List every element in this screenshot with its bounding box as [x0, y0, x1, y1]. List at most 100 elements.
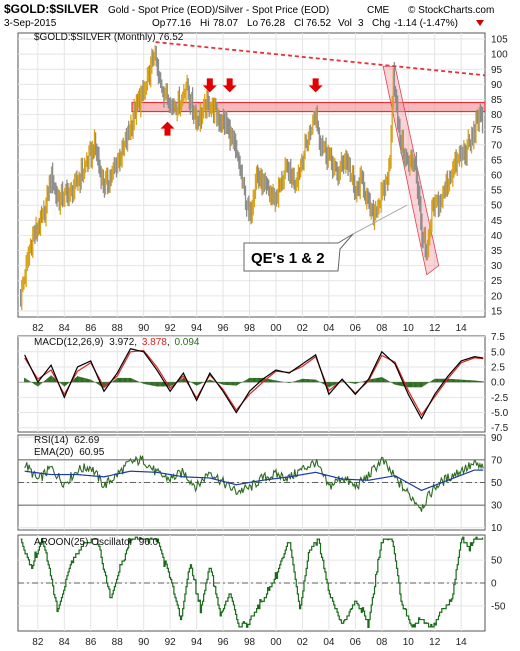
macd-histogram-bar — [387, 380, 390, 383]
y-tick-label: 80 — [491, 110, 503, 121]
macd-histogram-bar — [31, 382, 33, 383]
macd-histogram-bar — [451, 379, 454, 383]
chart-date: 3-Sep-2015 — [4, 18, 57, 29]
x-tick-label: 14 — [456, 323, 468, 334]
macd-histogram-bar — [357, 382, 359, 384]
y-tick-label: 85 — [491, 95, 503, 106]
macd-histogram-bar — [307, 379, 309, 383]
x-tick-label: 04 — [323, 637, 335, 648]
macd-histogram-bar — [375, 378, 377, 383]
macd-histogram-bar — [212, 380, 214, 383]
macd-histogram-bar — [299, 379, 301, 383]
resistance-trendline — [155, 41, 486, 77]
macd-histogram-bar — [363, 381, 365, 383]
macd-histogram-bar — [218, 382, 220, 384]
macd-histogram-bar — [97, 382, 100, 385]
macd-histogram-bar — [117, 377, 119, 383]
macd-histogram-bar — [328, 382, 330, 388]
high-value: 78.07 — [213, 18, 238, 29]
macd-histogram-bar — [231, 382, 233, 386]
macd-histogram-bar — [211, 380, 213, 383]
price-legend: $GOLD:$SILVER (Monthly) 76.52 — [34, 32, 184, 43]
macd-histogram-bar — [59, 382, 61, 383]
macd-histogram-bar — [388, 381, 391, 383]
macd-histogram-bar — [275, 380, 277, 383]
y-tick-label: 7.5 — [491, 332, 505, 343]
macd-histogram-bar — [449, 378, 451, 383]
macd-histogram-bar — [296, 380, 298, 383]
macd-histogram-bar — [46, 379, 48, 383]
macd-histogram-bar — [248, 377, 251, 383]
qe-callout: QE's 1 & 2 — [243, 233, 354, 272]
macd-histogram-bar — [96, 382, 99, 384]
macd-histogram-bar — [471, 380, 473, 383]
macd-histogram-bar — [309, 379, 311, 383]
macd-histogram-bar — [221, 382, 223, 385]
macd-histogram-bar — [265, 378, 267, 383]
macd-histogram-bar — [123, 377, 125, 383]
y-tick-label: 65 — [491, 155, 503, 166]
macd-histogram-bar — [413, 382, 415, 388]
macd-histogram-bar — [315, 379, 317, 383]
qe-channel — [382, 65, 440, 276]
macd-histogram-bar — [354, 382, 357, 384]
low-label: Lo — [247, 18, 259, 29]
macd-histogram-bar — [54, 379, 57, 383]
macd-histogram-bar — [182, 377, 185, 383]
macd-histogram-bar — [143, 382, 145, 384]
price-legend-text: $GOLD:$SILVER (Monthly) 76.52 — [34, 32, 184, 43]
macd-histogram-bar — [51, 376, 53, 383]
macd-histogram-bar — [318, 381, 320, 383]
macd-histogram-bar — [461, 379, 463, 383]
x-tick-label: 88 — [112, 637, 124, 648]
macd-histogram-bar — [333, 382, 336, 385]
macd-histogram-bar — [83, 377, 85, 383]
red-down-arrow-icon — [222, 78, 237, 93]
macd-histogram-bar — [362, 381, 364, 383]
macd-histogram-bar — [104, 382, 106, 388]
volume-value: 3 — [358, 18, 364, 29]
macd-histogram-bar — [239, 382, 241, 384]
y-tick-label: 50 — [491, 201, 503, 212]
macd-histogram-bar — [170, 382, 172, 386]
macd-histogram-bar — [73, 378, 75, 383]
macd-histogram-bar — [134, 379, 136, 383]
macd-histogram-bar — [329, 382, 331, 387]
signal-value: 3.878 — [142, 337, 167, 348]
svg-text:EMA(20) 60.95: EMA(20) 60.95 — [34, 447, 105, 458]
macd-histogram-bar — [166, 382, 168, 387]
macd-histogram-bar — [460, 379, 462, 383]
rsi-ema-line — [24, 469, 484, 492]
low-value: 76.28 — [260, 18, 285, 29]
svg-text:RSI(14) 62.69: RSI(14) 62.69 — [34, 435, 100, 446]
macd-histogram-bar — [376, 377, 379, 383]
macd-histogram-bar — [48, 377, 50, 383]
macd-histogram-bar — [273, 380, 275, 383]
macd-histogram-bar — [395, 382, 397, 385]
x-tick-label: 02 — [297, 637, 309, 648]
x-tick-label: 08 — [376, 323, 388, 334]
macd-histogram-bar — [330, 382, 332, 387]
macd-histogram-bar — [418, 382, 420, 388]
qe-callout-text: QE's 1 & 2 — [251, 250, 325, 267]
macd-histogram-bar — [482, 381, 484, 383]
x-tick-label: 92 — [165, 323, 177, 334]
macd-histogram-bar — [297, 380, 299, 383]
x-tick-label: 06 — [350, 323, 362, 334]
macd-histogram-bar — [323, 382, 326, 385]
rsi-legend-name: RSI(14) — [34, 435, 68, 446]
macd-histogram-bar — [478, 380, 480, 383]
macd-histogram-bar — [85, 378, 88, 383]
macd-histogram-bar — [468, 380, 470, 383]
macd-histogram-bar — [358, 382, 360, 383]
aroon-legend: AROON(25) Oscillator 96.0 — [34, 537, 159, 548]
macd-histogram-bar — [473, 380, 476, 383]
macd-histogram-bar — [278, 381, 280, 383]
macd-histogram-bar — [178, 380, 180, 383]
macd-histogram-bar — [407, 382, 409, 388]
x-tick-label: 02 — [297, 323, 309, 334]
macd-histogram-bar — [119, 377, 122, 383]
macd-histogram-bar — [192, 382, 194, 384]
macd-histogram-bar — [298, 379, 300, 383]
